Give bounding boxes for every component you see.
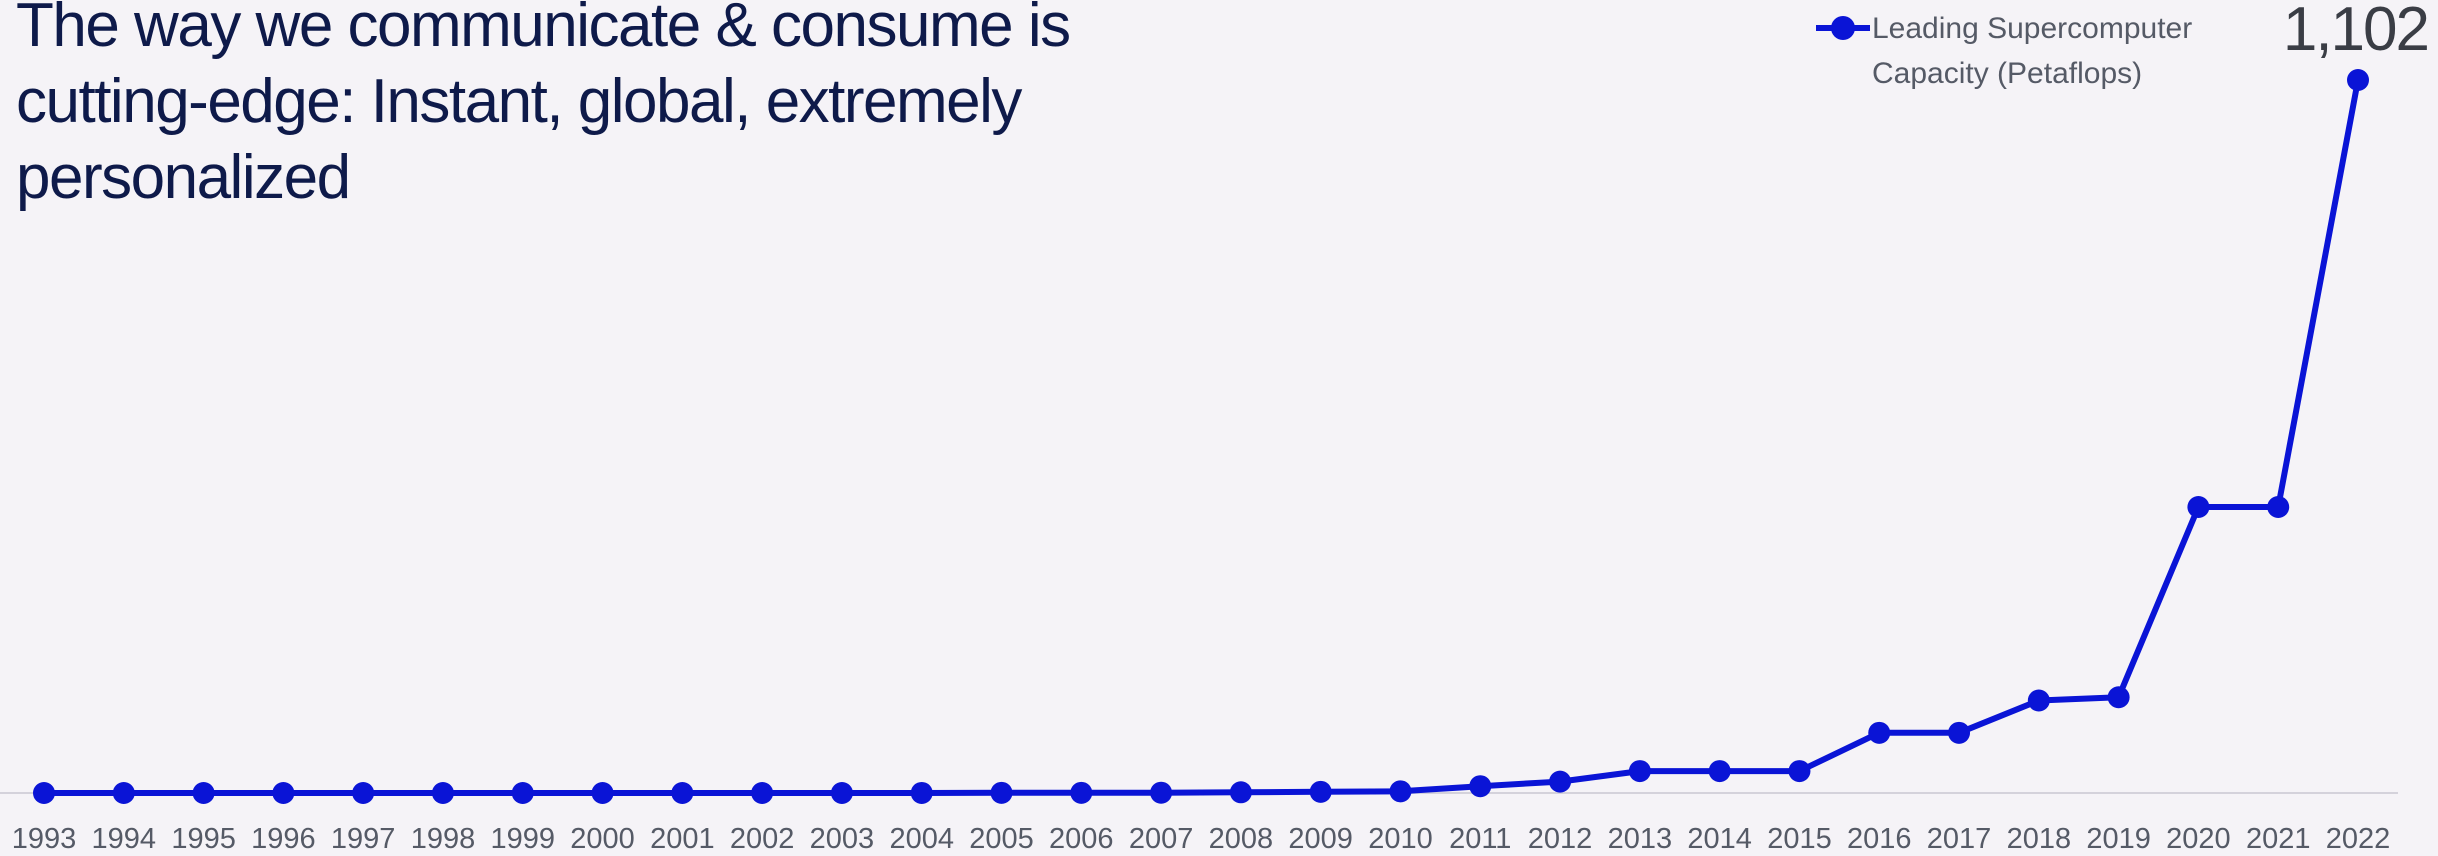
chart-title: The way we communicate & consume is cutt… xyxy=(16,0,1071,212)
legend-marker xyxy=(1816,16,1870,40)
data-point-2009 xyxy=(1309,780,1332,803)
data-point-1998 xyxy=(431,781,454,804)
data-point-2001 xyxy=(671,781,694,804)
series-line xyxy=(44,79,2361,796)
x-tick-label-2009: 2009 xyxy=(1288,823,1353,855)
x-tick-label-2020: 2020 xyxy=(2166,823,2231,855)
data-point-2016 xyxy=(1868,721,1891,744)
x-tick-label-2000: 2000 xyxy=(570,823,635,855)
x-tick-label-2018: 2018 xyxy=(2007,823,2072,855)
x-tick-label-1993: 1993 xyxy=(12,823,77,855)
data-point-2005 xyxy=(990,781,1013,804)
x-tick-label-2011: 2011 xyxy=(1449,823,1511,855)
x-tick-label-2021: 2021 xyxy=(2246,823,2311,855)
data-point-2011 xyxy=(1469,775,1492,798)
data-point-2002 xyxy=(751,781,774,804)
x-tick-label-1997: 1997 xyxy=(331,823,396,855)
x-tick-label-2003: 2003 xyxy=(810,823,875,855)
data-point-2022 xyxy=(2347,69,2369,91)
data-point-1995 xyxy=(192,781,215,804)
x-tick-label-2010: 2010 xyxy=(1368,823,1433,855)
data-label-2022: 1,102 xyxy=(2282,0,2430,64)
x-tick-label-1996: 1996 xyxy=(251,823,316,855)
legend-label: Leading Supercomputer Capacity (Petaflop… xyxy=(1872,12,2193,90)
x-tick-label-2002: 2002 xyxy=(730,823,795,855)
data-point-2003 xyxy=(830,781,853,804)
data-point-2015 xyxy=(1788,760,1811,783)
data-point-2019 xyxy=(2107,686,2130,709)
data-point-1994 xyxy=(112,781,135,804)
x-tick-label-2015: 2015 xyxy=(1767,823,1832,855)
x-tick-label-2019: 2019 xyxy=(2086,823,2151,855)
data-point-1996 xyxy=(272,781,295,804)
x-tick-label-2007: 2007 xyxy=(1129,823,1194,855)
x-tick-label-2006: 2006 xyxy=(1049,823,1114,855)
x-tick-label-2004: 2004 xyxy=(889,823,954,855)
x-tick-label-1994: 1994 xyxy=(92,823,157,855)
x-tick-label-2008: 2008 xyxy=(1209,823,1274,855)
x-tick-label-1999: 1999 xyxy=(491,823,556,855)
x-tick-label-2001: 2001 xyxy=(650,823,715,855)
x-tick-label-2012: 2012 xyxy=(1528,823,1593,855)
x-tick-label-2005: 2005 xyxy=(969,823,1034,855)
data-point-2006 xyxy=(1070,781,1093,804)
data-point-1993 xyxy=(33,781,55,804)
data-point-2012 xyxy=(1549,770,1572,793)
x-tick-label-2014: 2014 xyxy=(1687,823,1752,855)
data-point-2010 xyxy=(1389,780,1412,803)
x-tick-label-2017: 2017 xyxy=(1927,823,1992,855)
data-point-2004 xyxy=(910,781,933,804)
x-tick-label-1995: 1995 xyxy=(171,823,236,855)
x-tick-label-1998: 1998 xyxy=(411,823,476,855)
data-point-2017 xyxy=(1948,721,1971,744)
data-point-2013 xyxy=(1628,760,1651,783)
data-point-2008 xyxy=(1229,781,1252,804)
data-point-1997 xyxy=(352,781,375,804)
chart-legend: Leading Supercomputer Capacity (Petaflop… xyxy=(1814,8,2212,96)
x-tick-label-2013: 2013 xyxy=(1608,823,1673,855)
data-point-2007 xyxy=(1150,781,1173,804)
data-point-1999 xyxy=(511,781,534,804)
x-tick-label-2016: 2016 xyxy=(1847,823,1912,855)
data-point-2000 xyxy=(591,781,614,804)
data-point-2021 xyxy=(2267,496,2290,519)
data-point-2018 xyxy=(2027,689,2050,712)
data-point-2020 xyxy=(2187,496,2210,519)
data-point-2014 xyxy=(1708,760,1731,783)
x-tick-label-2022: 2022 xyxy=(2326,823,2391,855)
